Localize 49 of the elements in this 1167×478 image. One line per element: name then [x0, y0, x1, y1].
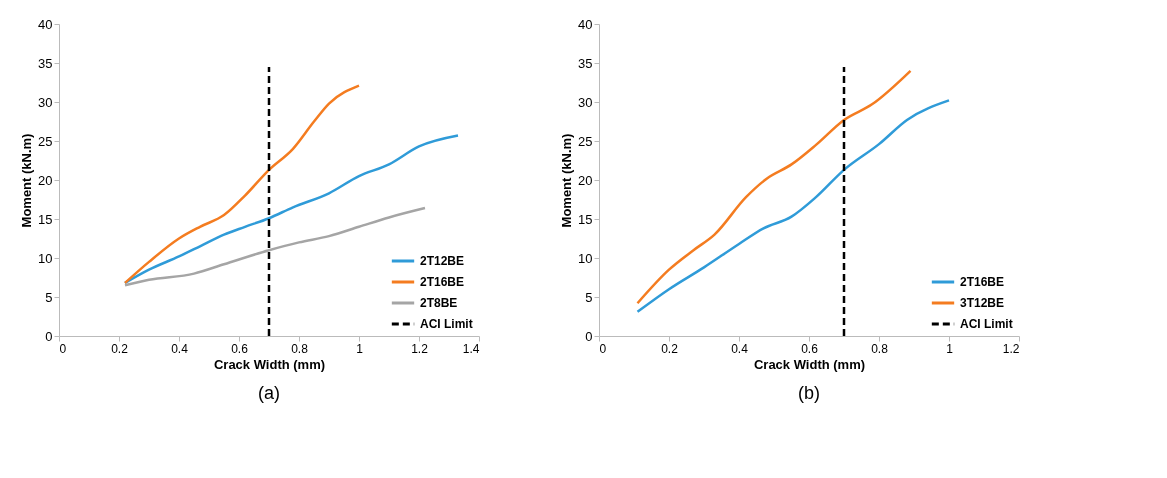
y-tick-label: 40: [578, 16, 593, 32]
y-tick-label: 5: [45, 289, 53, 305]
y-tick-label: 10: [578, 250, 593, 266]
y-tick-label: 0: [45, 328, 53, 344]
y-tick-label: 30: [578, 94, 593, 110]
x-tick-label: 0.4: [171, 341, 189, 356]
y-tick-label: 15: [578, 211, 593, 227]
legend-label: 2T12BE: [420, 254, 465, 268]
x-tick-label: 1.2: [1002, 341, 1020, 356]
legend-label: ACI Limit: [960, 317, 1013, 331]
y-axis-title: Moment (kN.m): [559, 133, 575, 228]
line-series: [636, 69, 912, 305]
y-tick-label: 0: [585, 328, 593, 344]
x-tick-label: 0.2: [111, 341, 129, 356]
x-axis-title: Crack Width (mm): [213, 356, 326, 372]
x-axis-title: Crack Width (mm): [753, 356, 866, 372]
legend-label: 2T16BE: [420, 275, 465, 289]
y-tick-label: 15: [38, 211, 53, 227]
x-tick-label: 0: [599, 341, 607, 356]
x-tick-label: 0.2: [661, 341, 679, 356]
line-series: [636, 99, 951, 314]
y-tick-label: 20: [38, 172, 53, 188]
line-series: [123, 84, 361, 285]
y-tick-label: 30: [38, 94, 53, 110]
x-tick-label: 1: [356, 341, 364, 356]
y-tick-label: 25: [578, 133, 593, 149]
legend-label: 2T8BE: [420, 296, 458, 310]
x-tick-label: 0.8: [291, 341, 309, 356]
text: (b): [798, 383, 820, 403]
y-tick-label: 20: [578, 172, 593, 188]
x-tick-label: 1: [946, 341, 954, 356]
x-tick-label: 0.4: [731, 341, 749, 356]
y-tick-label: 35: [578, 55, 593, 71]
x-tick-label: 0.8: [871, 341, 889, 356]
y-tick-label: 40: [38, 16, 53, 32]
y-tick-label: 25: [38, 133, 53, 149]
y-tick-label: 10: [38, 250, 53, 266]
x-tick-label: 0.6: [801, 341, 819, 356]
x-tick-label: 0: [59, 341, 67, 356]
x-tick-label: 1.2: [411, 341, 429, 356]
y-tick-label: 5: [585, 289, 593, 305]
x-tick-label: 0.6: [231, 341, 249, 356]
y-axis-title: Moment (kN.m): [19, 133, 35, 228]
x-tick-label: 1.4: [462, 341, 480, 356]
legend-label: 2T16BE: [960, 275, 1005, 289]
y-tick-label: 35: [38, 55, 53, 71]
text: (a): [258, 383, 280, 403]
legend-label: ACI Limit: [420, 317, 473, 331]
legend-label: 3T12BE: [960, 296, 1005, 310]
